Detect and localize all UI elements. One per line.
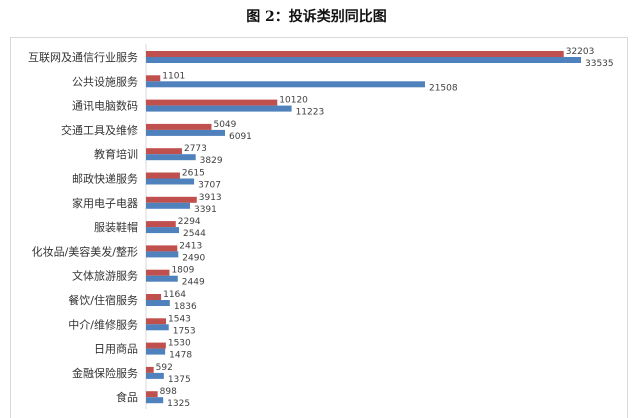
bar-series-1 xyxy=(146,75,161,82)
chart-title: 图 2：投诉类别同比图 xyxy=(246,9,387,25)
bar-series-2 xyxy=(146,202,190,209)
data-label: 32203 xyxy=(566,47,595,57)
bar-series-2 xyxy=(146,324,169,331)
bar-series-1 xyxy=(146,294,162,300)
bar-series-2 xyxy=(146,178,195,185)
bar-series-2 xyxy=(146,372,164,379)
bar-series-1 xyxy=(146,148,182,155)
data-label: 2294 xyxy=(178,217,201,227)
bar-series-2 xyxy=(146,81,425,88)
data-label: 3913 xyxy=(199,193,222,203)
data-label: 2773 xyxy=(184,144,207,154)
bar-series-1 xyxy=(146,221,176,228)
bar-series-2 xyxy=(146,227,179,234)
data-label: 1543 xyxy=(168,314,191,324)
category-label: 通讯电脑数码 xyxy=(72,100,138,113)
bar-series-2 xyxy=(146,397,164,404)
bar-series-1 xyxy=(146,269,170,276)
bar-series-2 xyxy=(146,300,170,306)
data-label: 1325 xyxy=(167,399,190,409)
category-label: 餐饮/住宿服务 xyxy=(68,293,138,307)
data-label: 3707 xyxy=(198,181,221,191)
data-label: 1836 xyxy=(174,302,197,312)
category-label: 邮政快递服务 xyxy=(72,172,138,186)
data-label: 10120 xyxy=(279,96,308,106)
data-label: 1375 xyxy=(168,375,191,385)
category-label: 公共设施服务 xyxy=(72,75,138,88)
bar-series-1 xyxy=(146,99,278,106)
bar-series-1 xyxy=(146,196,197,203)
data-label: 1753 xyxy=(173,326,196,336)
data-label: 2490 xyxy=(182,253,205,263)
data-label: 21508 xyxy=(429,83,458,93)
data-label: 33535 xyxy=(585,59,614,69)
category-label: 日用商品 xyxy=(94,342,138,356)
data-label: 1164 xyxy=(163,290,186,300)
data-label: 2544 xyxy=(183,229,206,239)
category-label: 教育培训 xyxy=(94,147,138,161)
data-label: 592 xyxy=(156,363,173,373)
bar-series-2 xyxy=(146,57,581,63)
category-label: 服装鞋帽 xyxy=(94,220,138,234)
bar-series-2 xyxy=(146,154,196,161)
data-label: 5049 xyxy=(213,120,236,130)
data-label: 3829 xyxy=(200,156,223,166)
data-label: 2615 xyxy=(182,169,205,179)
chart-frame xyxy=(10,37,628,418)
category-label: 家用电子电器 xyxy=(72,196,138,210)
bar-series-2 xyxy=(146,251,179,258)
bar-series-1 xyxy=(146,123,212,130)
category-label: 食品 xyxy=(116,390,138,404)
bar-series-2 xyxy=(146,348,166,355)
bar-series-2 xyxy=(146,129,226,136)
data-label: 2449 xyxy=(182,278,205,288)
bar-series-1 xyxy=(146,172,180,179)
bar-series-1 xyxy=(146,51,564,57)
data-label: 1101 xyxy=(162,71,185,81)
bar-series-1 xyxy=(146,318,167,325)
category-label: 金融保险服务 xyxy=(72,366,138,380)
bar-series-1 xyxy=(146,245,178,252)
category-label: 互联网及通信行业服务 xyxy=(28,51,138,64)
data-label: 1478 xyxy=(169,351,192,361)
bar-series-2 xyxy=(146,275,178,282)
data-label: 1530 xyxy=(168,339,191,349)
data-label: 6091 xyxy=(229,132,252,142)
category-label: 文体旅游服务 xyxy=(72,269,138,283)
data-label: 898 xyxy=(160,387,177,397)
category-label: 交通工具及维修 xyxy=(61,123,138,137)
bar-series-2 xyxy=(146,105,292,112)
category-label: 化妆品/美容美发/整形 xyxy=(32,244,138,258)
bar-series-1 xyxy=(146,366,154,373)
bar-series-1 xyxy=(146,342,166,349)
data-label: 2413 xyxy=(179,241,202,251)
bar-series-1 xyxy=(146,391,158,398)
data-label: 1809 xyxy=(171,266,194,276)
category-label: 中介/维修服务 xyxy=(68,317,138,331)
data-label: 3391 xyxy=(194,205,217,215)
bar-chart: 互联网及通信行业服务 32203 33535 公共设施服务 1101 21508 通讯电脑数… xyxy=(28,44,614,409)
data-label: 11223 xyxy=(296,108,325,118)
